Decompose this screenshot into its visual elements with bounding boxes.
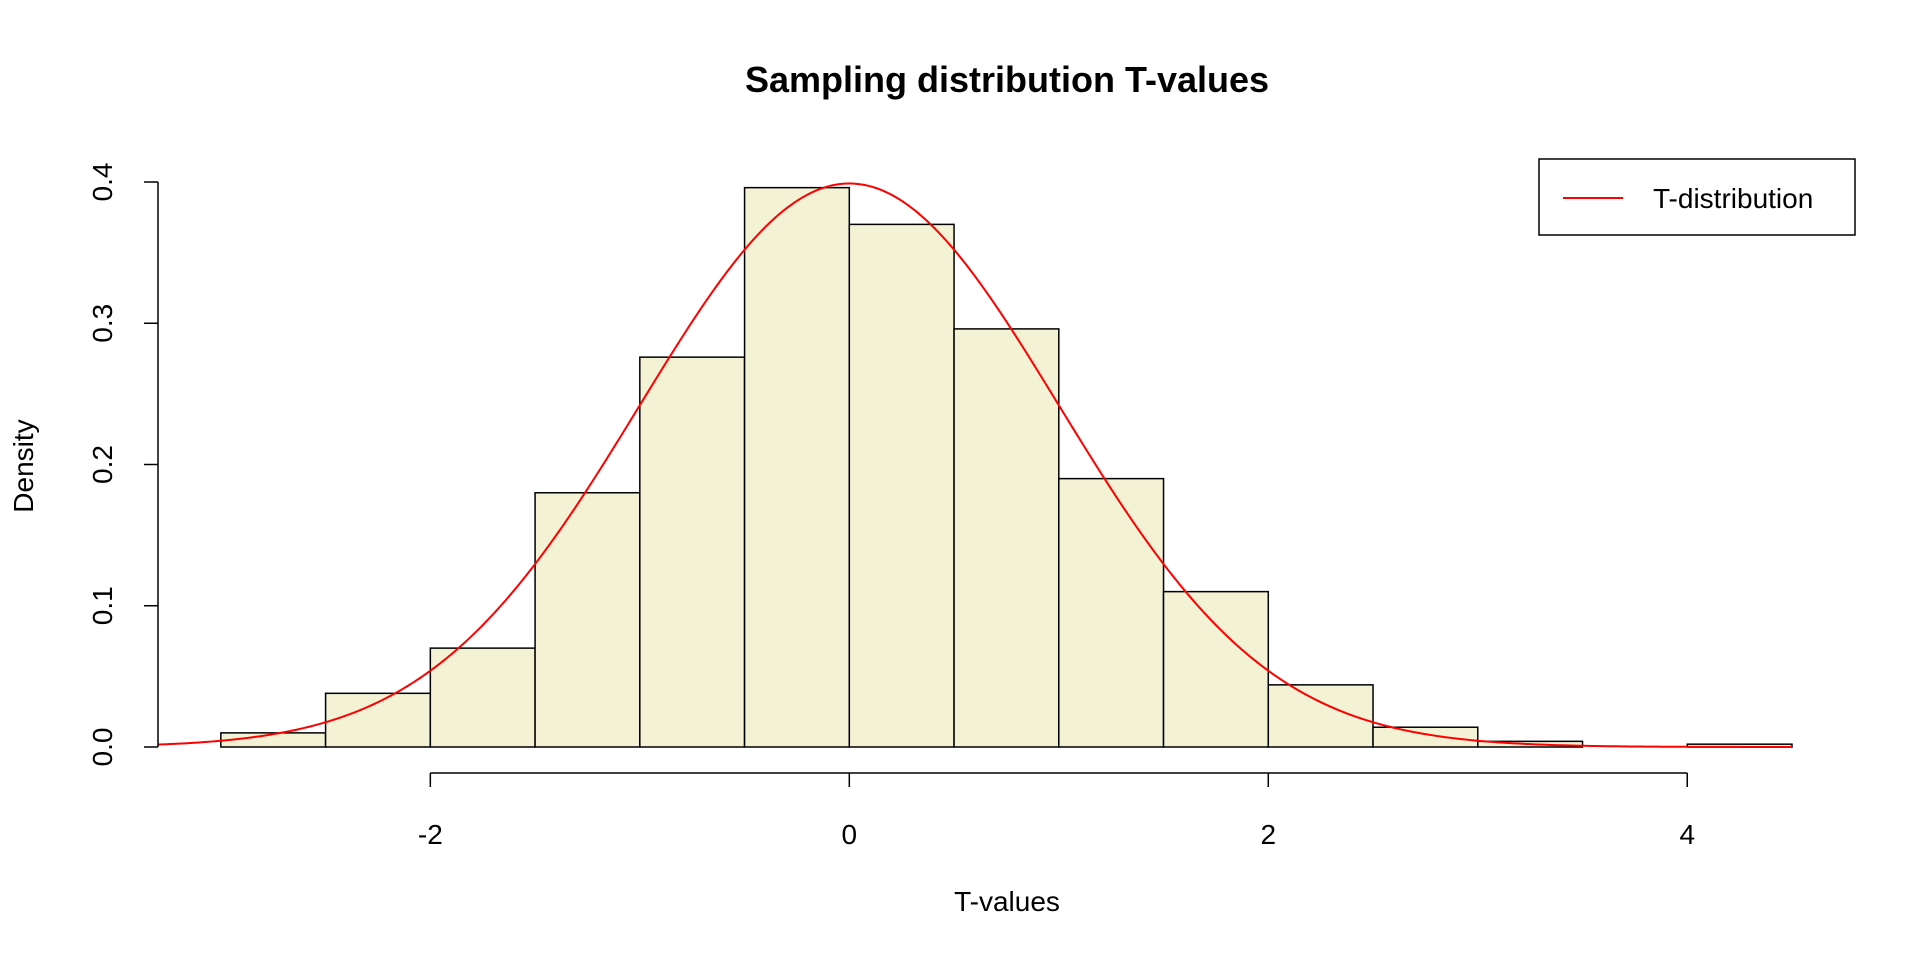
t-distribution-curve: [157, 182, 1792, 748]
x-tick-label: 0: [842, 819, 858, 850]
y-axis-label: Density: [8, 419, 39, 512]
histogram-bar: [429, 647, 536, 748]
histogram-bar: [743, 186, 851, 748]
x-tick-label: -2: [418, 819, 443, 850]
x-axis-label: T-values: [954, 886, 1060, 917]
y-tick-label: 0.1: [87, 586, 118, 625]
y-tick-label: 0.2: [87, 445, 118, 484]
histogram-bar: [1267, 684, 1374, 748]
histogram-bars: [220, 186, 1793, 748]
y-axis: 0.0 0.1 0.2 0.3 0.4: [87, 163, 159, 767]
histogram-bar: [1372, 726, 1479, 748]
histogram-bar: [848, 223, 955, 748]
histogram-bar: [953, 328, 1060, 748]
x-axis: -2 0 2 4: [418, 772, 1695, 850]
legend-label-t-distribution: T-distribution: [1653, 183, 1813, 214]
histogram-bar: [1058, 477, 1165, 748]
histogram-bar: [639, 356, 746, 748]
chart-title: Sampling distribution T-values: [745, 59, 1269, 100]
histogram-bar: [534, 492, 641, 748]
legend: T-distribution: [1538, 158, 1856, 236]
y-tick-label: 0.0: [87, 728, 118, 767]
histogram-bar: [1162, 590, 1270, 748]
y-tick-label: 0.3: [87, 304, 118, 343]
x-tick-label: 4: [1679, 819, 1695, 850]
x-tick-label: 2: [1260, 819, 1276, 850]
t-distribution-curve-layer: [157, 182, 1792, 748]
y-tick-label: 0.4: [87, 163, 118, 202]
